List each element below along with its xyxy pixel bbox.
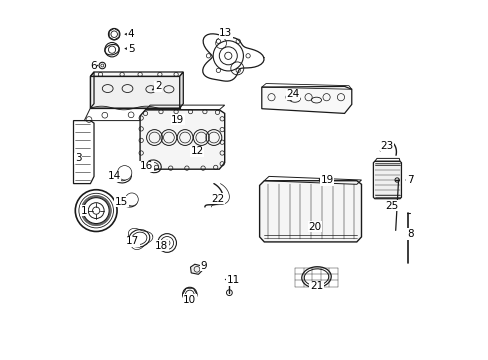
Text: 13: 13 bbox=[219, 28, 232, 38]
Text: 19: 19 bbox=[320, 175, 333, 185]
Text: 18: 18 bbox=[155, 240, 168, 251]
Text: 2: 2 bbox=[155, 81, 161, 91]
Text: 1: 1 bbox=[81, 206, 87, 216]
Text: 4: 4 bbox=[127, 29, 134, 39]
Circle shape bbox=[125, 193, 138, 206]
Polygon shape bbox=[261, 86, 351, 113]
Text: 23: 23 bbox=[379, 141, 392, 151]
Text: 19: 19 bbox=[171, 114, 184, 125]
Polygon shape bbox=[140, 110, 224, 169]
Text: 7: 7 bbox=[406, 175, 412, 185]
Text: 8: 8 bbox=[406, 229, 412, 239]
Text: 20: 20 bbox=[307, 222, 321, 232]
Text: 16: 16 bbox=[140, 161, 153, 171]
Text: 11: 11 bbox=[226, 275, 239, 285]
Text: 5: 5 bbox=[127, 44, 134, 54]
Text: 17: 17 bbox=[126, 236, 139, 246]
Circle shape bbox=[117, 166, 132, 180]
Text: 22: 22 bbox=[210, 194, 224, 204]
Text: 15: 15 bbox=[115, 197, 128, 207]
Polygon shape bbox=[179, 72, 183, 108]
Polygon shape bbox=[259, 181, 361, 242]
Text: 24: 24 bbox=[286, 89, 299, 99]
Polygon shape bbox=[373, 161, 401, 199]
Polygon shape bbox=[190, 264, 202, 274]
Text: 25: 25 bbox=[385, 201, 398, 211]
Text: 12: 12 bbox=[190, 146, 203, 156]
Polygon shape bbox=[90, 72, 183, 76]
Text: 10: 10 bbox=[183, 294, 196, 305]
Text: 6: 6 bbox=[90, 60, 97, 71]
Text: 14: 14 bbox=[107, 171, 121, 181]
Text: 3: 3 bbox=[75, 153, 81, 163]
Polygon shape bbox=[90, 76, 179, 108]
Text: 21: 21 bbox=[309, 281, 323, 291]
Text: 9: 9 bbox=[201, 261, 207, 271]
